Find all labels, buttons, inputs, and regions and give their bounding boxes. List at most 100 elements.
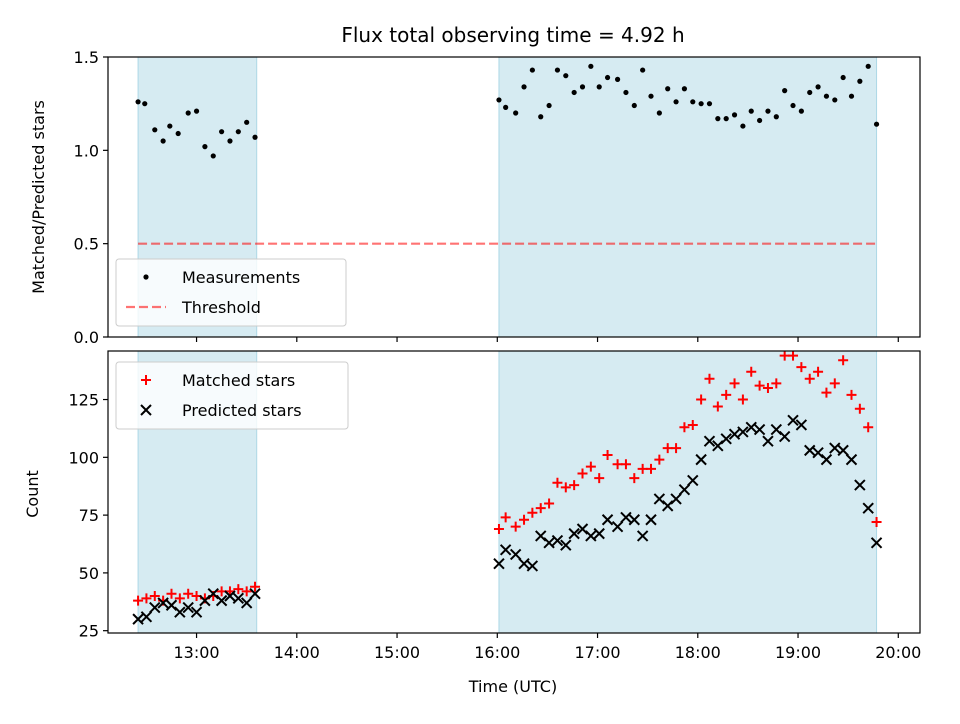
matched-star-point-1 (141, 593, 152, 604)
matched-star-point-41 (712, 401, 723, 412)
bottom-x-tick-label-0: 13:00 (173, 643, 219, 662)
bottom-y-tick-label-4: 125 (68, 391, 99, 410)
matched-star-point-36 (671, 443, 682, 454)
measurement-point-36 (673, 99, 679, 105)
predicted-star-point-19 (526, 560, 539, 572)
predicted-star-point-50 (787, 414, 799, 427)
matched-star-point-44 (737, 394, 748, 405)
predicted-star-point-21 (543, 537, 555, 549)
matched-star-point-60 (871, 517, 882, 528)
matched-star-point-38 (687, 419, 698, 430)
predicted-star-point-8 (199, 594, 211, 607)
matched-star-point-47 (762, 382, 773, 393)
measurement-point-55 (832, 97, 838, 103)
matched-star-point-37 (679, 422, 690, 433)
measurement-point-48 (773, 114, 779, 120)
measurement-point-21 (546, 102, 552, 109)
top-legend-label-0: Measurements (182, 268, 300, 287)
matched-star-point-23 (560, 482, 571, 493)
predicted-star-point-39 (695, 453, 707, 466)
matched-star-point-54 (821, 387, 832, 398)
measurement-point-1 (142, 101, 148, 107)
bottom-axes-frame (107, 350, 921, 634)
measurement-point-20 (538, 114, 544, 120)
bottom-legend-box (115, 361, 349, 430)
predicted-star-point-9 (207, 587, 219, 600)
predicted-star-point-37 (678, 483, 691, 496)
matched-star-point-15 (493, 523, 504, 534)
measurement-point-43 (731, 112, 738, 118)
matched-star-point-6 (183, 588, 194, 599)
bottom-x-tick-label-1: 14:00 (274, 643, 320, 662)
measurement-point-11 (227, 138, 233, 144)
measurement-point-0 (135, 99, 141, 105)
measurement-point-10 (219, 129, 225, 135)
predicted-star-point-13 (240, 597, 253, 609)
measurement-point-5 (175, 130, 181, 137)
predicted-star-point-6 (182, 601, 194, 614)
top-legend: Measurements Threshold (115, 258, 347, 327)
measurement-point-41 (715, 116, 721, 122)
bottom-x-tick-label-3: 16:00 (474, 643, 520, 662)
matched-star-point-45 (746, 366, 757, 377)
bottom-x-tick-label-6: 19:00 (775, 643, 821, 662)
predicted-star-point-40 (703, 435, 716, 447)
chart-title: Flux total observing time = 4.92 h (341, 23, 684, 47)
matched-star-point-13 (241, 586, 252, 597)
measurement-point-37 (681, 86, 688, 92)
matched-star-point-29 (612, 459, 623, 470)
measurement-point-34 (656, 110, 662, 116)
measurement-point-30 (623, 89, 629, 96)
predicted-star-point-46 (753, 423, 766, 436)
measurement-point-42 (723, 116, 729, 122)
matched-star-point-22 (552, 477, 563, 488)
measurement-point-18 (521, 84, 527, 90)
predicted-star-point-42 (720, 433, 732, 445)
matched-star-point-14 (250, 581, 261, 592)
measurement-point-50 (790, 102, 796, 109)
predicted-star-point-60 (870, 537, 883, 549)
matched-star-point-55 (829, 378, 840, 389)
bottom-x-tick-label-5: 18:00 (675, 643, 721, 662)
matched-star-point-53 (813, 366, 824, 377)
predicted-star-point-5 (174, 606, 186, 618)
predicted-star-point-25 (576, 523, 589, 535)
predicted-star-point-34 (653, 493, 666, 505)
predicted-star-point-23 (560, 539, 572, 551)
predicted-star-point-52 (804, 444, 816, 457)
top-y-tick-label-0: 0.0 (74, 328, 99, 347)
predicted-star-point-4 (165, 599, 178, 611)
predicted-star-point-41 (712, 440, 724, 452)
measurement-point-53 (815, 84, 821, 90)
matched-star-point-18 (519, 514, 530, 525)
predicted-star-point-20 (535, 530, 547, 542)
measurement-point-17 (513, 110, 519, 116)
predicted-star-point-30 (620, 511, 632, 524)
measurement-point-15 (496, 97, 502, 103)
matched-star-point-56 (838, 355, 849, 366)
top-y-tick-label-2: 1.0 (74, 141, 99, 160)
matched-star-point-33 (646, 463, 657, 474)
predicted-star-point-36 (670, 493, 682, 505)
predicted-star-point-12 (232, 592, 245, 605)
matched-star-point-50 (788, 350, 799, 361)
measurement-point-39 (698, 101, 704, 107)
predicted-star-point-1 (140, 611, 153, 623)
top-y-tick-label-1: 0.5 (74, 235, 99, 254)
count-panel: 25 50 75 100 125 13:00 14:00 15:00 16:00 17:00 18:… (68, 350, 921, 662)
measurement-point-19 (529, 67, 535, 73)
predicted-star-point-57 (845, 453, 858, 466)
measurement-point-13 (244, 119, 250, 125)
measurement-point-8 (202, 144, 208, 150)
top-y-axis-label: Matched/Predicted stars (29, 100, 48, 294)
matched-star-point-2 (149, 591, 160, 602)
bottom-x-tick-label-7: 20:00 (875, 643, 921, 662)
matched-star-point-34 (654, 454, 665, 465)
legend-predicted-marker (140, 404, 152, 416)
predicted-star-point-49 (778, 430, 791, 443)
measurement-point-16 (503, 104, 509, 110)
predicted-star-point-2 (149, 601, 161, 614)
bottom-x-tick-label-2: 15:00 (374, 643, 420, 662)
matched-star-point-16 (500, 512, 511, 523)
predicted-star-point-31 (628, 514, 641, 526)
